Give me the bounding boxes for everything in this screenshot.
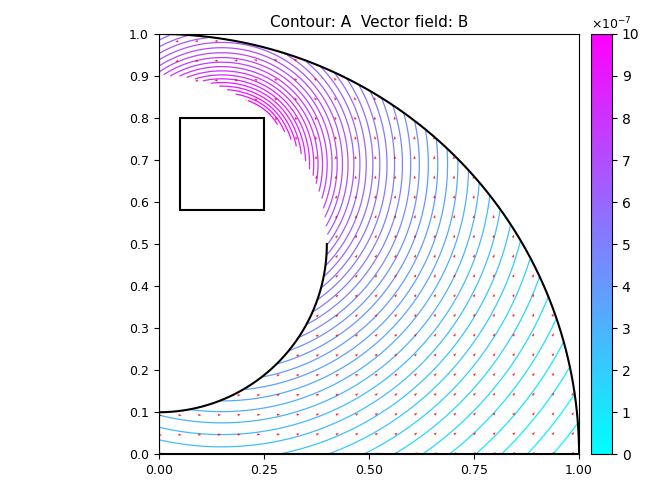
Title: Contour: A  Vector field: B: Contour: A Vector field: B bbox=[270, 15, 468, 30]
Text: $\times10^{-7}$: $\times10^{-7}$ bbox=[591, 16, 632, 33]
